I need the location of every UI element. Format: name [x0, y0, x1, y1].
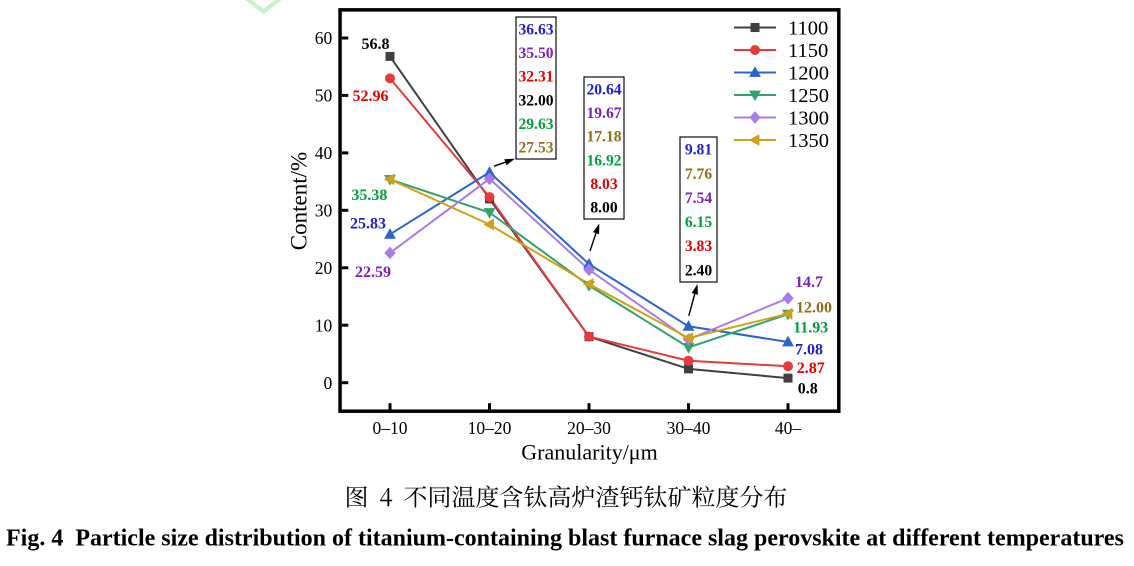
svg-text:16.92: 16.92 — [586, 152, 621, 169]
svg-text:3.83: 3.83 — [685, 238, 712, 255]
svg-text:32.00: 32.00 — [518, 92, 553, 109]
svg-text:11.93: 11.93 — [793, 319, 828, 336]
svg-text:32.31: 32.31 — [518, 69, 553, 86]
svg-text:20–30: 20–30 — [567, 418, 611, 438]
svg-text:2.87: 2.87 — [797, 360, 825, 377]
svg-text:30–40: 30–40 — [667, 418, 711, 438]
svg-text:25.83: 25.83 — [350, 216, 386, 233]
svg-text:56.8: 56.8 — [362, 36, 390, 53]
svg-text:20: 20 — [315, 258, 333, 278]
svg-text:40–: 40– — [775, 418, 802, 438]
svg-text:7.08: 7.08 — [795, 341, 823, 358]
svg-text:1350: 1350 — [788, 130, 829, 152]
svg-text:10–20: 10–20 — [468, 418, 512, 438]
svg-text:Content/%: Content/% — [287, 152, 312, 250]
svg-text:19.67: 19.67 — [586, 105, 621, 122]
svg-text:1250: 1250 — [788, 85, 829, 107]
svg-text:6.15: 6.15 — [685, 214, 712, 231]
svg-text:0–10: 0–10 — [373, 418, 408, 438]
svg-text:7.54: 7.54 — [685, 190, 712, 207]
svg-text:12.00: 12.00 — [796, 300, 832, 317]
svg-text:1150: 1150 — [788, 40, 828, 62]
svg-text:17.18: 17.18 — [586, 129, 621, 146]
svg-text:7.76: 7.76 — [685, 166, 712, 183]
svg-text:22.59: 22.59 — [355, 264, 391, 281]
svg-text:Granularity/μm: Granularity/μm — [521, 439, 657, 464]
svg-text:60: 60 — [315, 28, 333, 48]
svg-text:20.64: 20.64 — [586, 81, 621, 98]
svg-text:1100: 1100 — [788, 18, 828, 40]
svg-text:1300: 1300 — [788, 108, 829, 130]
svg-text:35.38: 35.38 — [351, 187, 387, 204]
svg-text:Fig. 4 Particle size distribu: Fig. 4 Particle size distribution of tit… — [6, 526, 1124, 552]
svg-text:29.63: 29.63 — [518, 116, 553, 133]
svg-text:52.96: 52.96 — [353, 88, 389, 105]
svg-text:9.81: 9.81 — [685, 142, 712, 159]
svg-text:30: 30 — [315, 201, 333, 221]
svg-text:40: 40 — [315, 143, 333, 163]
svg-text:10: 10 — [315, 315, 333, 335]
svg-text:50: 50 — [315, 86, 333, 106]
svg-text:1200: 1200 — [788, 63, 829, 85]
svg-text:27.53: 27.53 — [518, 140, 553, 157]
svg-text:36.63: 36.63 — [518, 21, 553, 38]
svg-text:8.00: 8.00 — [590, 200, 617, 217]
svg-text:0: 0 — [323, 373, 332, 393]
svg-text:0.8: 0.8 — [798, 381, 818, 398]
svg-text:2.40: 2.40 — [685, 262, 712, 279]
svg-text:35.50: 35.50 — [518, 45, 553, 62]
svg-text:8.03: 8.03 — [590, 176, 617, 193]
svg-text:14.7: 14.7 — [795, 274, 823, 291]
